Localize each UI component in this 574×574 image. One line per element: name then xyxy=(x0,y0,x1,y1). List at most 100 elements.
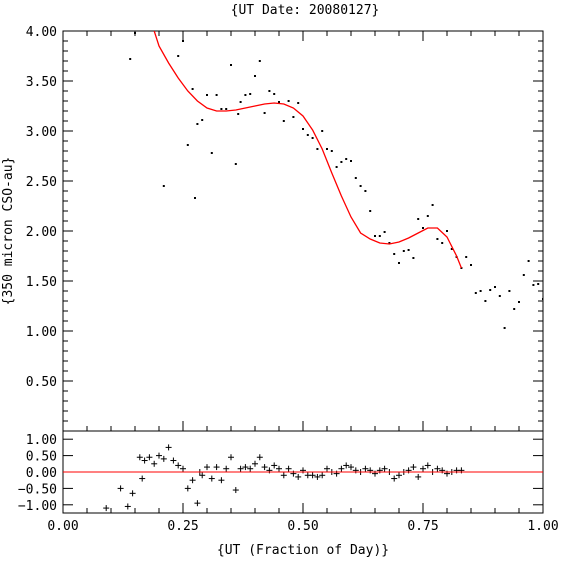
residual-marker xyxy=(165,444,172,451)
data-point xyxy=(316,148,319,150)
data-point xyxy=(239,101,242,103)
data-point xyxy=(201,119,204,121)
data-point xyxy=(148,15,150,17)
residual-marker xyxy=(124,503,131,510)
residual-marker xyxy=(415,473,422,480)
data-point xyxy=(542,298,543,300)
data-point xyxy=(273,93,276,95)
data-point xyxy=(470,264,472,266)
residual-marker xyxy=(280,472,287,479)
residual-marker xyxy=(151,460,158,467)
residual-marker xyxy=(396,472,402,479)
data-point xyxy=(268,90,271,92)
residual-marker xyxy=(338,465,345,472)
upper-plot-frame xyxy=(62,30,544,432)
x-tick-label: 0.50 xyxy=(287,519,318,534)
data-point xyxy=(230,64,232,66)
residual-marker xyxy=(410,464,417,471)
residual-marker xyxy=(261,464,268,471)
data-point xyxy=(237,113,240,115)
lower-y-tick-label: 0.50 xyxy=(26,450,57,465)
data-point xyxy=(311,137,314,139)
residual-marker xyxy=(324,465,330,472)
residual-marker xyxy=(223,465,230,472)
data-point xyxy=(162,185,165,187)
data-point xyxy=(426,215,429,217)
data-point xyxy=(287,100,290,102)
data-point xyxy=(508,290,511,292)
residual-marker xyxy=(424,462,431,469)
data-point xyxy=(249,93,252,95)
residual-marker xyxy=(117,485,124,492)
data-point xyxy=(196,123,199,125)
data-point xyxy=(489,289,492,291)
residual-marker xyxy=(156,452,162,459)
data-point xyxy=(465,256,468,258)
residual-marker xyxy=(252,460,258,467)
data-point xyxy=(350,160,352,162)
residual-marker xyxy=(420,465,426,472)
data-point xyxy=(484,300,487,302)
residual-marker xyxy=(247,465,254,472)
lower-y-tick-label: 0.00 xyxy=(26,466,57,481)
data-point xyxy=(220,108,223,110)
residual-marker xyxy=(276,465,282,472)
residual-marker xyxy=(103,505,110,512)
data-point xyxy=(503,327,506,329)
residual-marker xyxy=(314,473,321,480)
data-point xyxy=(134,32,136,34)
data-point xyxy=(129,58,132,60)
data-point xyxy=(450,248,453,250)
residual-marker xyxy=(362,465,369,472)
x-tick-label: 1.00 xyxy=(527,519,558,534)
residual-marker xyxy=(160,455,167,462)
data-point xyxy=(254,75,256,77)
upper-series xyxy=(129,15,543,329)
data-point xyxy=(263,112,266,114)
x-tick-label: 0.75 xyxy=(407,519,438,534)
residual-marker xyxy=(139,475,146,482)
data-point xyxy=(374,235,376,237)
lower-y-tick-label: −1.00 xyxy=(18,499,57,514)
residual-marker xyxy=(199,472,206,479)
residual-marker xyxy=(232,487,239,494)
data-point xyxy=(407,249,410,251)
data-point xyxy=(369,210,372,212)
data-point xyxy=(431,204,434,206)
lower-y-tick-label: −0.50 xyxy=(18,482,57,497)
residual-marker xyxy=(242,464,249,471)
data-point xyxy=(345,158,348,160)
x-axis-label: {UT (Fraction of Day)} xyxy=(217,543,389,558)
data-point xyxy=(292,116,295,118)
data-point xyxy=(474,292,477,294)
residual-marker xyxy=(237,465,244,472)
data-point xyxy=(412,257,415,259)
upper-y-tick-label: 2.50 xyxy=(26,175,57,190)
data-point xyxy=(446,230,448,232)
data-point xyxy=(278,101,280,103)
data-point xyxy=(297,102,300,104)
x-tick-label: 0.00 xyxy=(47,519,78,534)
data-point xyxy=(522,274,525,276)
lower-y-ticks: 1.00 0.500.00−0.50 −1.00 xyxy=(18,433,543,514)
data-point xyxy=(225,108,228,110)
data-point xyxy=(340,161,343,163)
fit-curve xyxy=(153,31,463,269)
data-point xyxy=(321,130,324,132)
data-point xyxy=(326,148,328,150)
residual-marker xyxy=(309,472,316,479)
data-point xyxy=(498,295,501,297)
data-point xyxy=(422,227,424,229)
residual-marker xyxy=(391,475,398,482)
residual-marker xyxy=(129,490,136,497)
residual-marker xyxy=(256,454,263,461)
residual-marker xyxy=(285,465,292,472)
data-point xyxy=(335,166,338,168)
y-axis-label: {350 micron CSO-au} xyxy=(1,157,16,306)
data-point xyxy=(182,40,184,42)
residual-marker xyxy=(170,457,177,464)
residual-marker xyxy=(175,462,182,469)
data-point xyxy=(393,253,396,255)
data-point xyxy=(417,218,420,220)
